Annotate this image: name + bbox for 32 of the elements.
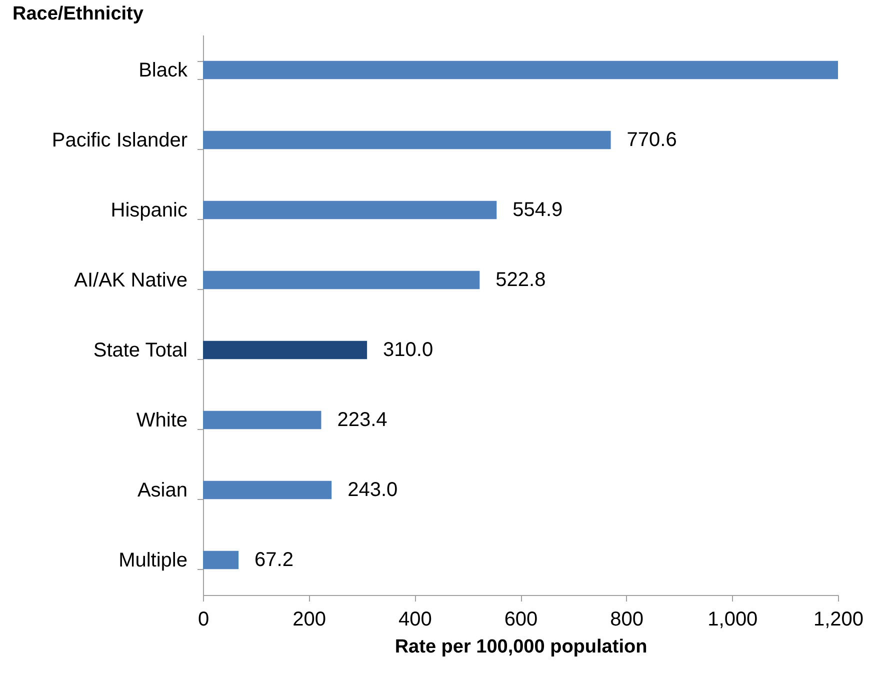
x-tick-label: 600	[504, 608, 538, 630]
bar	[203, 410, 322, 430]
y-tick-label: Multiple	[118, 550, 188, 572]
x-tick-label: 400	[398, 608, 432, 630]
y-axis-title: Race/Ethnicity	[12, 4, 144, 24]
y-tick-label: Hispanic	[110, 200, 188, 222]
data-label: 310.0	[383, 339, 434, 361]
y-tick-label: Asian	[137, 480, 188, 502]
bar	[203, 270, 480, 290]
x-tick-label: 200	[292, 608, 326, 630]
x-tick-label: 800	[610, 608, 644, 630]
data-label: 554.9	[512, 199, 563, 221]
y-tick-label: AI/AK Native	[74, 270, 188, 292]
x-axis-title: Rate per 100,000 population	[394, 636, 648, 658]
bar	[203, 200, 497, 220]
y-tick-label: Black	[138, 60, 188, 82]
data-label: 67.2	[254, 549, 294, 571]
x-tick-label: 1,200	[813, 608, 864, 630]
y-tick-label: White	[136, 410, 188, 432]
data-label: 243.0	[348, 479, 398, 501]
data-label: 522.8	[496, 269, 546, 291]
x-tick-label: 1,000	[708, 608, 758, 630]
bar	[203, 340, 368, 360]
data-label: 770.6	[626, 129, 677, 151]
data-label: 223.4	[337, 409, 388, 431]
x-tick-label: 0	[198, 608, 210, 630]
y-tick-label: Pacific Islander	[52, 130, 188, 152]
bar	[203, 480, 332, 500]
bar	[203, 130, 611, 150]
y-tick-label: State Total	[93, 340, 188, 362]
bar	[203, 550, 239, 570]
bar	[203, 60, 838, 80]
